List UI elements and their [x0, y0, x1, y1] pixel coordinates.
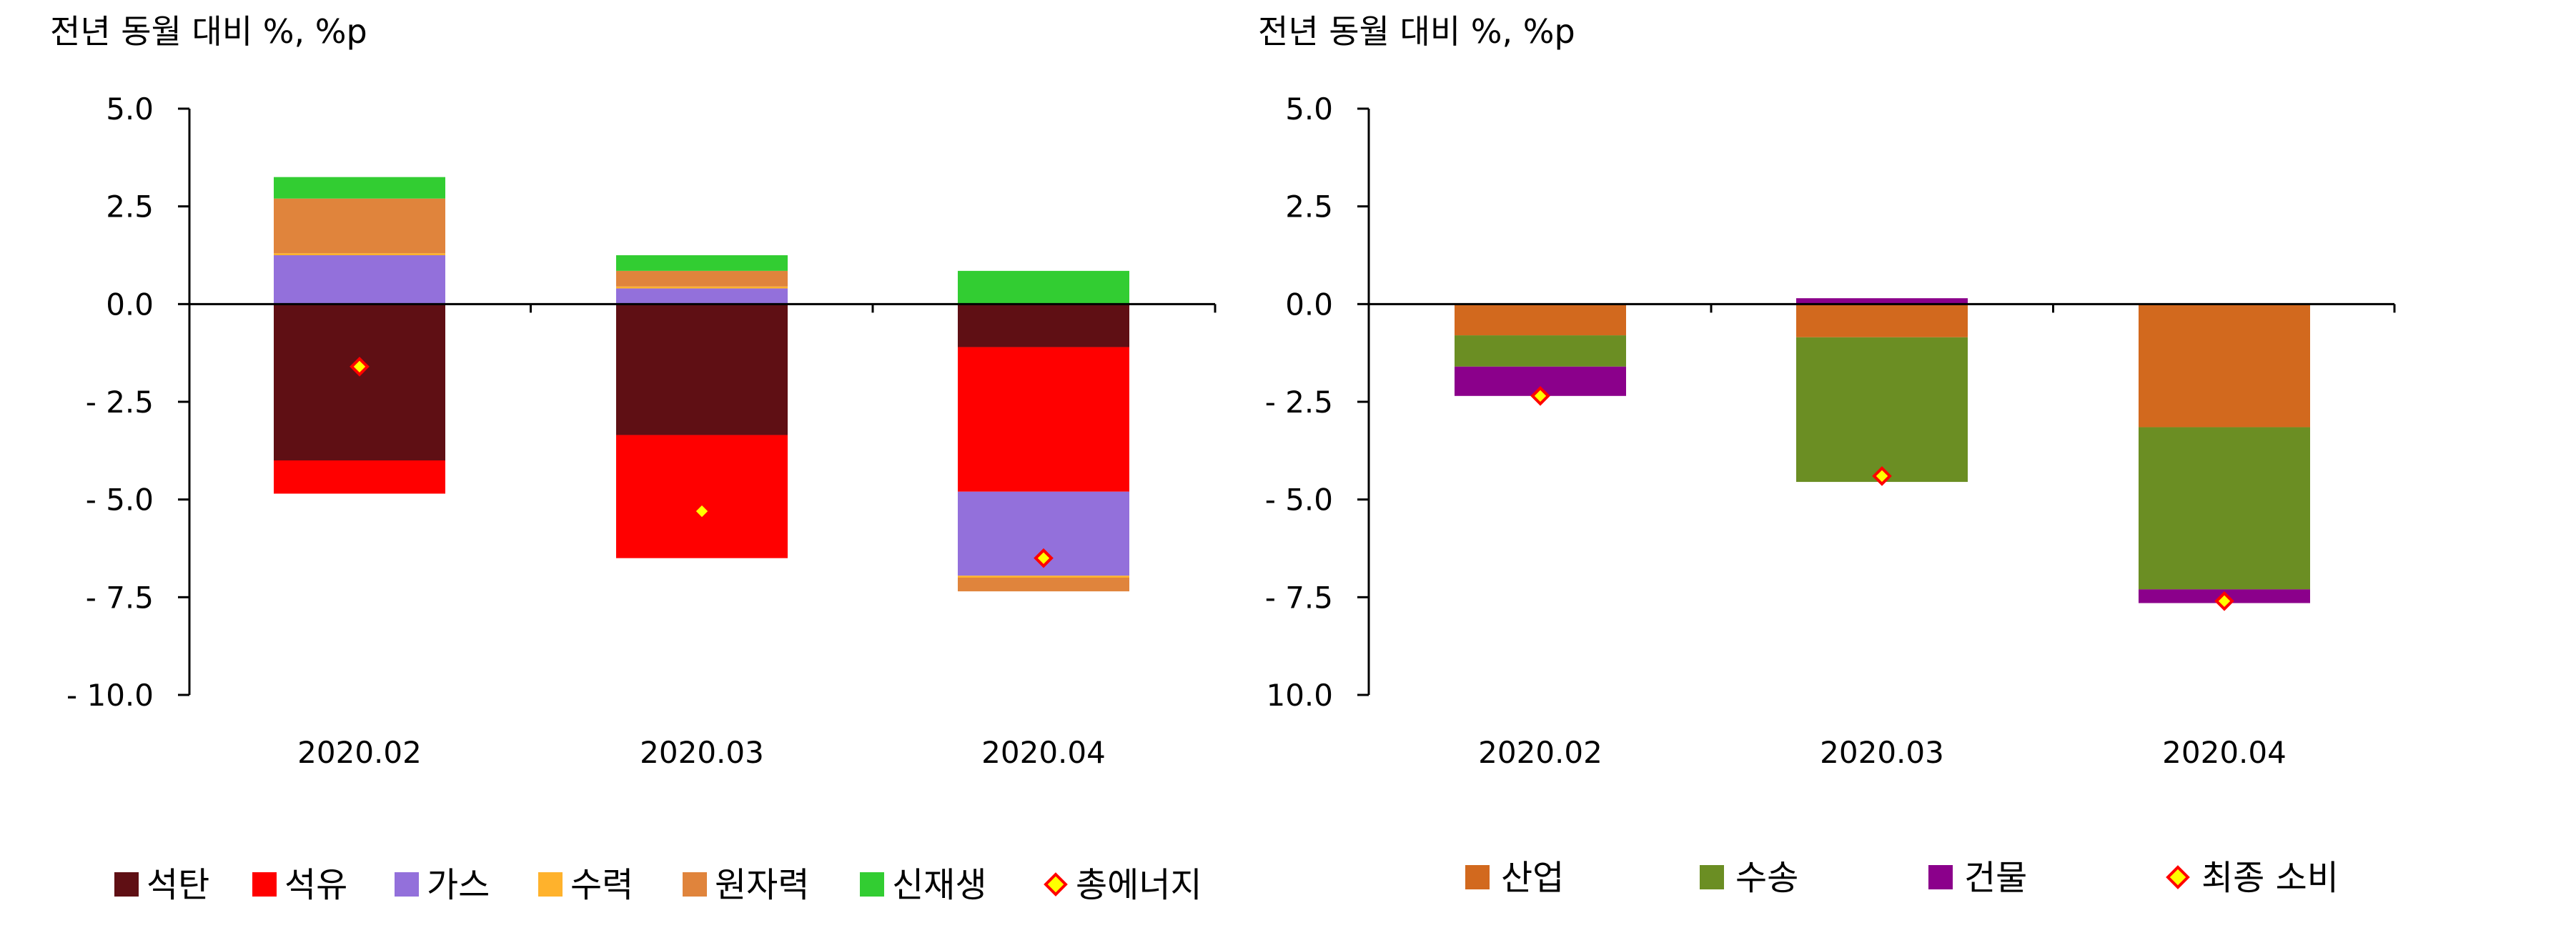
- bar-segment-산업: [1455, 304, 1626, 336]
- y-tick-label: - 2.5: [86, 385, 154, 420]
- y-tick-label: - 5.0: [86, 483, 154, 518]
- bar-segment-원자력: [958, 578, 1129, 592]
- legend-label: 가스: [427, 865, 490, 905]
- total-marker: [2214, 591, 2234, 611]
- bar-segment-수력: [274, 253, 445, 255]
- legend-swatch: [683, 872, 707, 897]
- bar-segment-석유: [274, 460, 445, 494]
- y-tick-label: - 2.5: [1265, 385, 1333, 420]
- left-energy-chart: 전년 동월 대비 %, %p 5.0 2.5 0.0 - 2.5 - 5.0 - 7.5 - …: [50, 12, 1217, 905]
- bar-segment-산업: [1796, 304, 1968, 337]
- y-tick-label: - 7.5: [1265, 580, 1333, 615]
- x-tick-label: 2020.04: [2162, 735, 2287, 770]
- x-tick-label: 2020.02: [1478, 735, 1602, 770]
- bar-segment-석유: [958, 347, 1129, 492]
- y-tick-label: 2.5: [1285, 189, 1333, 224]
- legend-swatch: [1700, 865, 1724, 889]
- total-marker: [1034, 548, 1054, 568]
- total-marker: [692, 501, 712, 521]
- bar-segment-산업: [2139, 304, 2310, 428]
- legend-swatch: [252, 872, 277, 897]
- y-axis-title: 전년 동월 대비 %, %p: [1258, 12, 1575, 51]
- bar-segment-석탄: [274, 304, 445, 460]
- legend-label: 산업: [1501, 858, 1564, 898]
- y-tick-label: 2.5: [106, 189, 154, 224]
- y-tick-label: - 10.0: [1258, 678, 1333, 713]
- bar-segment-원자력: [274, 198, 445, 254]
- bar-segment-가스: [274, 255, 445, 305]
- legend-label: 총에너지: [1076, 865, 1202, 905]
- y-tick-label: - 5.0: [1265, 483, 1333, 518]
- legend-swatch: [114, 872, 139, 897]
- bar-segment-신재생: [274, 177, 445, 199]
- legend-label: 수송: [1735, 858, 1798, 898]
- bar-segment-가스: [616, 288, 788, 305]
- legend-swatch: [1465, 865, 1490, 889]
- bar-segment-석탄: [958, 304, 1129, 347]
- bar-segment-원자력: [616, 270, 788, 287]
- legend-swatch: [860, 872, 884, 897]
- x-tick-label: 2020.02: [297, 735, 422, 770]
- x-tick-label: 2020.03: [1820, 735, 1944, 770]
- total-marker: [350, 356, 370, 377]
- legend-label: 신재생: [892, 865, 986, 905]
- y-tick-label: 5.0: [1285, 92, 1333, 127]
- right-consumption-chart: 전년 동월 대비 %, %p 5.0 2.5 0.0 - 2.5 - 5.0 - 7.5 - …: [1258, 12, 2396, 898]
- legend-label: 석유: [284, 865, 347, 905]
- legend-label: 석탄: [147, 865, 209, 905]
- bar-segment-신재생: [958, 270, 1129, 305]
- legend-label: 원자력: [715, 865, 809, 905]
- legend-label: 최종 소비: [2201, 858, 2339, 898]
- y-tick-label: - 7.5: [86, 580, 154, 615]
- bar-segment-수송: [1796, 337, 1968, 483]
- bar-segment-수력: [958, 576, 1129, 578]
- y-tick-label: 0.0: [1285, 287, 1333, 322]
- legend-swatch: [1044, 872, 1068, 897]
- y-tick-label: 0.0: [106, 287, 154, 322]
- bar-segment-석유: [616, 435, 788, 558]
- bar-segment-건물: [1796, 298, 1968, 305]
- total-marker: [1530, 385, 1550, 406]
- legend-swatch: [1928, 865, 1953, 889]
- bar-segment-수력: [616, 286, 788, 289]
- legend-label: 건물: [1964, 858, 2027, 898]
- legend-swatch: [2166, 865, 2190, 889]
- total-marker: [1872, 466, 1892, 486]
- bar-segment-수송: [1455, 335, 1626, 367]
- y-tick-label: 5.0: [106, 92, 154, 127]
- bar-segment-석탄: [616, 304, 788, 435]
- y-tick-label: - 10.0: [66, 678, 154, 713]
- x-tick-label: 2020.03: [640, 735, 764, 770]
- bar-segment-수송: [2139, 427, 2310, 590]
- legend-swatch: [395, 872, 419, 897]
- legend-swatch: [538, 872, 563, 897]
- x-tick-label: 2020.04: [981, 735, 1106, 770]
- y-axis-title: 전년 동월 대비 %, %p: [50, 12, 367, 51]
- legend-label: 수력: [570, 865, 633, 905]
- bar-segment-신재생: [616, 255, 788, 271]
